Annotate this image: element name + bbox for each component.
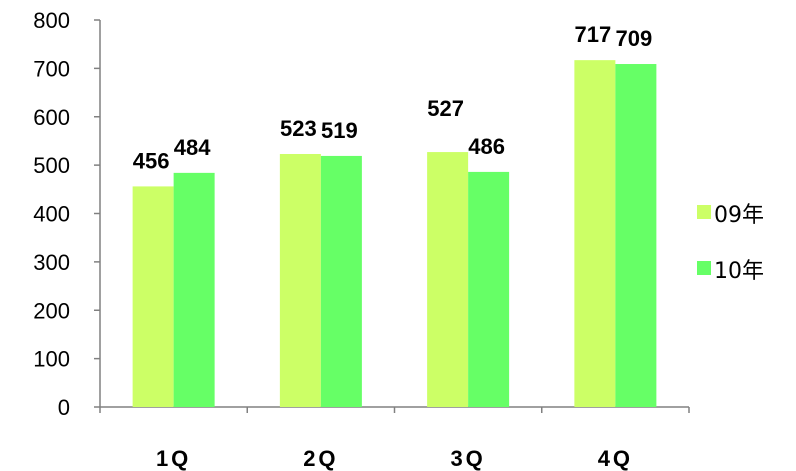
x-tick-label: 4Q xyxy=(598,446,633,471)
bar xyxy=(427,152,469,407)
y-tick-label: 300 xyxy=(33,250,70,275)
legend-swatch xyxy=(697,205,711,219)
x-tick-label: 3Q xyxy=(450,446,485,471)
data-label: 519 xyxy=(321,118,358,143)
data-label: 456 xyxy=(133,148,170,173)
x-tick-label: 2Q xyxy=(303,446,338,471)
data-label: 717 xyxy=(575,22,612,47)
data-label: 709 xyxy=(616,26,653,51)
y-tick-label: 700 xyxy=(33,56,70,81)
y-tick-label: 0 xyxy=(58,395,70,420)
bar xyxy=(279,153,321,407)
y-tick-label: 800 xyxy=(33,8,70,33)
y-tick-label: 100 xyxy=(33,347,70,372)
legend: 09年 10年 xyxy=(697,203,764,284)
bar xyxy=(132,186,174,407)
data-label: 527 xyxy=(427,96,464,121)
bar xyxy=(173,172,215,407)
data-label: 486 xyxy=(468,134,505,159)
legend-label: 09年 xyxy=(714,203,764,228)
y-tick-label: 200 xyxy=(33,298,70,323)
bar xyxy=(615,64,657,408)
x-tick-label: 1Q xyxy=(156,446,191,471)
y-tick-label: 400 xyxy=(33,202,70,227)
y-tick-label: 500 xyxy=(33,153,70,178)
bars xyxy=(132,60,657,408)
bar xyxy=(320,155,362,407)
axes: 0 100 200 300 400 500 600 700 800 xyxy=(33,8,690,420)
data-label: 484 xyxy=(174,135,211,160)
bar xyxy=(468,171,510,407)
data-label: 523 xyxy=(280,116,317,141)
y-tick-label: 600 xyxy=(33,105,70,130)
bar xyxy=(574,60,616,408)
legend-swatch xyxy=(697,261,711,275)
legend-label: 10年 xyxy=(714,259,764,284)
